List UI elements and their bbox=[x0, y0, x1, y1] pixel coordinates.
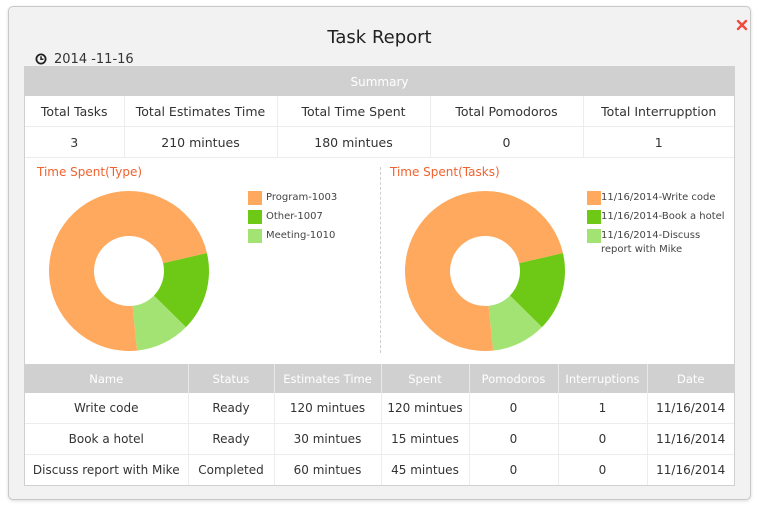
summary-table: Total Tasks Total Estimates Time Total T… bbox=[25, 96, 734, 158]
column-header-date[interactable]: Date bbox=[647, 364, 734, 393]
chart-title-tasks: Time Spent(Tasks) bbox=[390, 165, 500, 179]
legend-swatch bbox=[587, 229, 601, 243]
cell-interruptions: 0 bbox=[558, 454, 648, 485]
legend-label: 11/16/2014-Discuss report with Mike bbox=[601, 230, 701, 255]
legend-swatch bbox=[248, 210, 262, 224]
summary-label: Total Estimates Time bbox=[124, 96, 278, 127]
cell-date: 11/16/2014 bbox=[656, 463, 726, 477]
close-button[interactable] bbox=[736, 19, 748, 31]
donut-slice-meeting-1010[interactable] bbox=[132, 295, 186, 351]
donut-chart-type bbox=[48, 191, 209, 351]
column-header-estimates[interactable]: Estimates Time bbox=[274, 364, 382, 393]
task-table: Name Status Estimates Time Spent Pomodor… bbox=[25, 364, 734, 485]
clock-icon bbox=[35, 53, 47, 65]
cell-spent: 45 mintues bbox=[381, 454, 470, 485]
cell-name: Book a hotel bbox=[25, 423, 189, 455]
cell-status: Ready bbox=[188, 423, 275, 455]
table-row[interactable]: Write code Ready 120 mintues 120 mintues… bbox=[25, 393, 734, 424]
table-row[interactable]: Discuss report with Mike Completed 60 mi… bbox=[25, 454, 734, 485]
column-header-pomodoros[interactable]: Pomodoros bbox=[469, 364, 559, 393]
cell-pomodoros: 0 bbox=[469, 454, 559, 485]
dialog-title: Task Report bbox=[327, 27, 432, 48]
summary-label: Total Interrupption bbox=[583, 96, 734, 127]
summary-value: 180 mintues bbox=[277, 126, 431, 158]
summary-header: Summary bbox=[25, 67, 734, 96]
column-header-name[interactable]: Name bbox=[25, 364, 189, 393]
donut-slice-11-16-2014-write-code[interactable] bbox=[405, 191, 563, 351]
column-header-status[interactable]: Status bbox=[188, 364, 275, 393]
legend-tasks: 11/16/2014-Write code 11/16/2014-Book a … bbox=[587, 191, 729, 262]
legend-swatch bbox=[248, 229, 262, 243]
cell-status: Completed bbox=[188, 454, 275, 485]
cell-estimates: 60 mintues bbox=[274, 454, 382, 485]
summary-value: 1 bbox=[583, 126, 734, 158]
legend-label: 11/16/2014-Write code bbox=[601, 192, 716, 203]
cell-name: Discuss report with Mike bbox=[25, 454, 189, 485]
summary-header-row: Total Tasks Total Estimates Time Total T… bbox=[25, 96, 734, 127]
legend-item: 11/16/2014-Write code bbox=[587, 191, 729, 205]
cell-spent: 120 mintues bbox=[381, 393, 470, 424]
cell-date: 11/16/2014 bbox=[647, 393, 734, 424]
legend-label: Meeting-1010 bbox=[266, 230, 336, 241]
legend-item: Other-1007 bbox=[248, 210, 368, 224]
column-header-spent[interactable]: Spent bbox=[381, 364, 470, 393]
report-panel: Summary Total Tasks Total Estimates Time… bbox=[24, 66, 735, 486]
table-row[interactable]: Book a hotel Ready 30 mintues 15 mintues… bbox=[25, 423, 734, 455]
summary-label: Total Time Spent bbox=[277, 96, 431, 127]
summary-value: 3 bbox=[25, 126, 125, 158]
close-icon bbox=[736, 19, 748, 31]
legend-label: 11/16/2014-Book a hotel bbox=[601, 211, 725, 222]
legend-swatch bbox=[587, 210, 601, 224]
cell-interruptions: 0 bbox=[558, 423, 648, 455]
donut-slice-other-1007[interactable] bbox=[153, 253, 209, 328]
column-header-interruptions[interactable]: Interruptions bbox=[558, 364, 648, 393]
legend-swatch bbox=[587, 191, 601, 205]
summary-label: Total Pomodoros bbox=[430, 96, 584, 127]
summary-label: Total Tasks bbox=[25, 96, 125, 127]
cell-name: Write code bbox=[25, 393, 189, 424]
donut-slice-11-16-2014-book-a-hotel[interactable] bbox=[509, 253, 565, 328]
cell-pomodoros: 0 bbox=[469, 393, 559, 424]
donut-chart-tasks bbox=[405, 191, 565, 351]
cell-pomodoros: 0 bbox=[469, 423, 559, 455]
cell-interruptions: 1 bbox=[558, 393, 648, 424]
legend-item: Program-1003 bbox=[248, 191, 368, 205]
task-table-header: Name Status Estimates Time Spent Pomodor… bbox=[25, 364, 734, 393]
summary-value: 210 mintues bbox=[124, 126, 278, 158]
legend-item: 11/16/2014-Book a hotel bbox=[587, 210, 729, 224]
summary-value: 0 bbox=[430, 126, 584, 158]
cell-spent: 15 mintues bbox=[381, 423, 470, 455]
legend-item: 11/16/2014-Discuss report with Mike bbox=[587, 229, 729, 257]
donut-slice-program-1003[interactable] bbox=[48, 191, 207, 351]
donut-slice-11-16-2014-discuss-report-with-mike[interactable] bbox=[488, 295, 542, 351]
legend-label: Program-1003 bbox=[266, 192, 338, 203]
cell-estimates: 30 mintues bbox=[274, 423, 382, 455]
charts-area: Time Spent(Type) Program-1003 Other-1007… bbox=[25, 157, 734, 365]
summary-value-row: 3 210 mintues 180 mintues 0 1 bbox=[25, 126, 734, 158]
date-text: 2014 -11-16 bbox=[54, 51, 134, 67]
chart-divider bbox=[380, 167, 381, 353]
legend-swatch bbox=[248, 191, 262, 205]
legend-label: Other-1007 bbox=[266, 211, 323, 222]
legend-type: Program-1003 Other-1007 Meeting-1010 bbox=[248, 191, 368, 248]
cell-estimates: 120 mintues bbox=[274, 393, 382, 424]
report-date: 2014 -11-16 bbox=[35, 51, 134, 67]
legend-item: Meeting-1010 bbox=[248, 229, 368, 243]
chart-title-type: Time Spent(Type) bbox=[37, 165, 143, 179]
cell-status: Ready bbox=[188, 393, 275, 424]
cell-date: 11/16/2014 bbox=[647, 423, 734, 455]
